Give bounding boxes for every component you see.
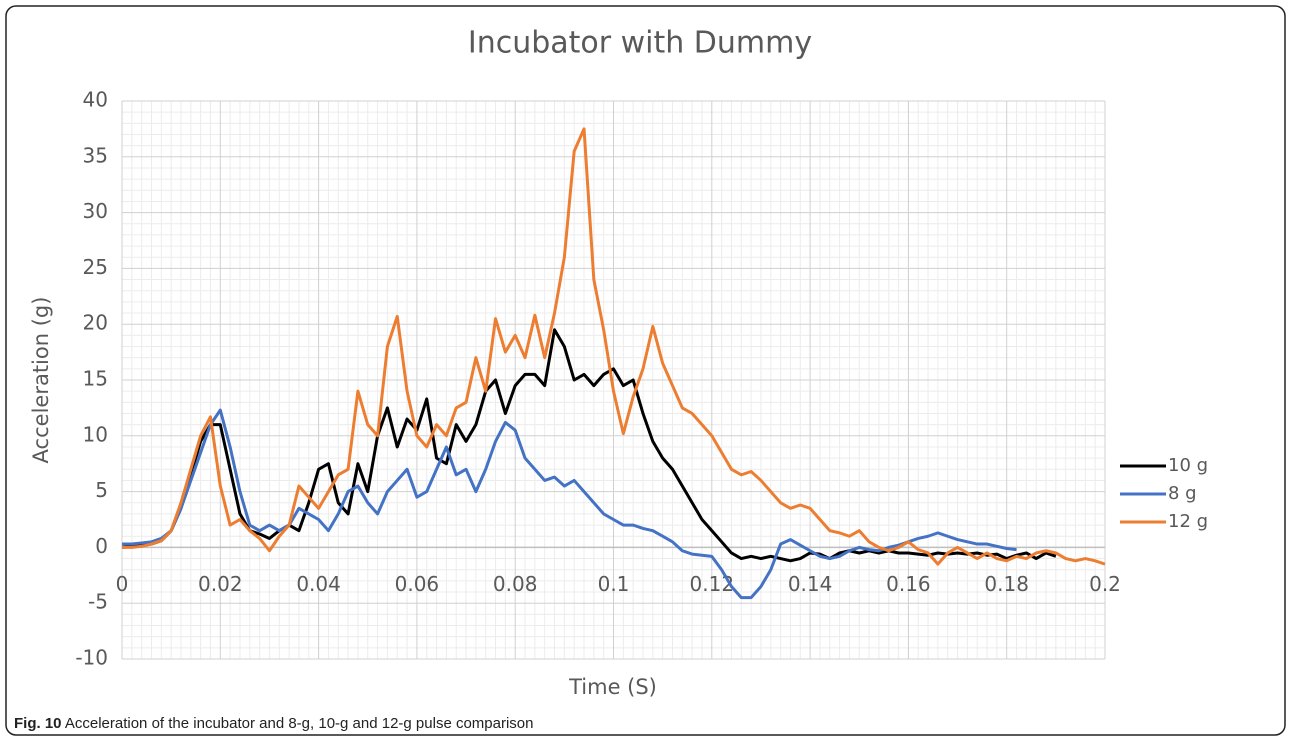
x-tick-label: 0.06 [395, 572, 440, 596]
series-line [122, 127, 1106, 566]
chart-title: Incubator with Dummy [468, 26, 812, 61]
caption-label: Fig. 10 [14, 715, 62, 732]
y-tick-label: 10 [83, 422, 108, 446]
x-tick-label: 0 [116, 572, 129, 596]
y-tick-label: 0 [95, 534, 108, 558]
caption: Fig. 10 Acceleration of the incubator an… [14, 715, 534, 732]
y-tick-label: 30 [83, 199, 108, 223]
series-line [122, 408, 1017, 600]
y-tick-label: 25 [83, 255, 108, 279]
x-tick-label: 0.1 [598, 572, 630, 596]
y-tick-label: 5 [95, 478, 108, 502]
x-tick-label: 0.16 [886, 572, 931, 596]
legend-label: 8 g [1168, 483, 1197, 504]
y-tick-label: 20 [83, 311, 108, 335]
x-tick-label: 0.04 [296, 572, 341, 596]
x-tick-label: 0.2 [1089, 572, 1121, 596]
y-tick-label: -10 [75, 646, 108, 670]
legend-label: 12 g [1168, 511, 1208, 532]
x-tick-label: 0.02 [198, 572, 243, 596]
legend-label: 10 g [1168, 455, 1208, 476]
y-tick-label: 35 [83, 143, 108, 167]
x-axis-label: Time (S) [568, 675, 657, 699]
y-tick-label: -5 [88, 590, 108, 614]
x-tick-label: 0.18 [984, 572, 1029, 596]
caption-text: Acceleration of the incubator and 8-g, 1… [65, 715, 534, 732]
series-line [121, 328, 1057, 563]
x-tick-label: 0.14 [788, 572, 833, 596]
y-axis-label: Acceleration (g) [29, 297, 53, 464]
x-tick-label: 0.12 [690, 572, 735, 596]
x-tick-label: 0.08 [493, 572, 538, 596]
y-tick-label: 40 [83, 88, 108, 112]
y-tick-label: 15 [83, 367, 108, 391]
